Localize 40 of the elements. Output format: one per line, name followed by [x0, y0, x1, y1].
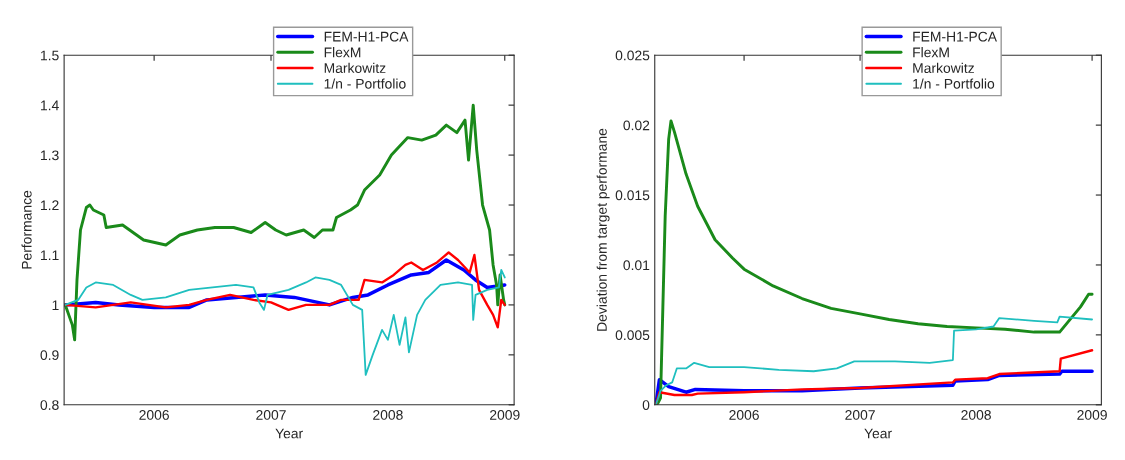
line-series: [655, 119, 1094, 405]
x-axis-title: Year: [864, 428, 892, 439]
legend-label: FlexM: [913, 47, 949, 58]
x-axis-title: Year: [275, 428, 303, 439]
x-tick-label: 2009: [490, 410, 520, 420]
line-series: [64, 103, 507, 342]
y-tick-label: 0.025: [615, 50, 650, 61]
x-tick-label: 2008: [961, 410, 991, 420]
line-series: [655, 315, 1093, 405]
y-tick-label: 1.3: [41, 150, 59, 161]
x-tick-label: 2007: [845, 410, 875, 420]
y-tick-label: 0: [642, 400, 650, 410]
line-series: [64, 269, 506, 376]
y-tick-label: 0.9: [40, 350, 59, 361]
legend-label: 1/n - Portfolio: [324, 78, 406, 89]
y-tick-label: 0.8: [40, 400, 59, 410]
x-tick-label: 2008: [373, 410, 403, 420]
line-series: [64, 251, 506, 329]
legend-label: FEM-H1-PCA: [324, 31, 409, 42]
legend-label: FEM-H1-PCA: [913, 31, 997, 42]
legend-label: Markowitz: [324, 62, 386, 73]
y-tick-label: 0.005: [615, 330, 650, 341]
x-tick-label: 2007: [256, 410, 286, 420]
legend-label: Markowitz: [913, 62, 974, 73]
y-tick-label: 0.01: [623, 260, 650, 271]
line-series: [654, 349, 1094, 405]
legend-label: FlexM: [324, 47, 361, 58]
y-tick-label: 1.4: [41, 100, 59, 111]
y-tick-label: 1: [52, 300, 59, 310]
x-tick-label: 2009: [1077, 410, 1107, 420]
y-tick-label: 1.5: [41, 50, 59, 61]
y-tick-label: 1.2: [41, 200, 59, 211]
x-tick-label: 2006: [729, 410, 759, 420]
y-axis-title: Performance: [21, 190, 32, 269]
legend-label: 1/n - Portfolio: [913, 78, 995, 89]
y-tick-label: 1.1: [41, 250, 59, 260]
y-tick-label: 0.015: [615, 190, 650, 201]
x-tick-label: 2006: [139, 410, 169, 420]
y-tick-label: 0.02: [623, 120, 650, 131]
y-axis-title: Deviation from target performane: [596, 128, 610, 331]
